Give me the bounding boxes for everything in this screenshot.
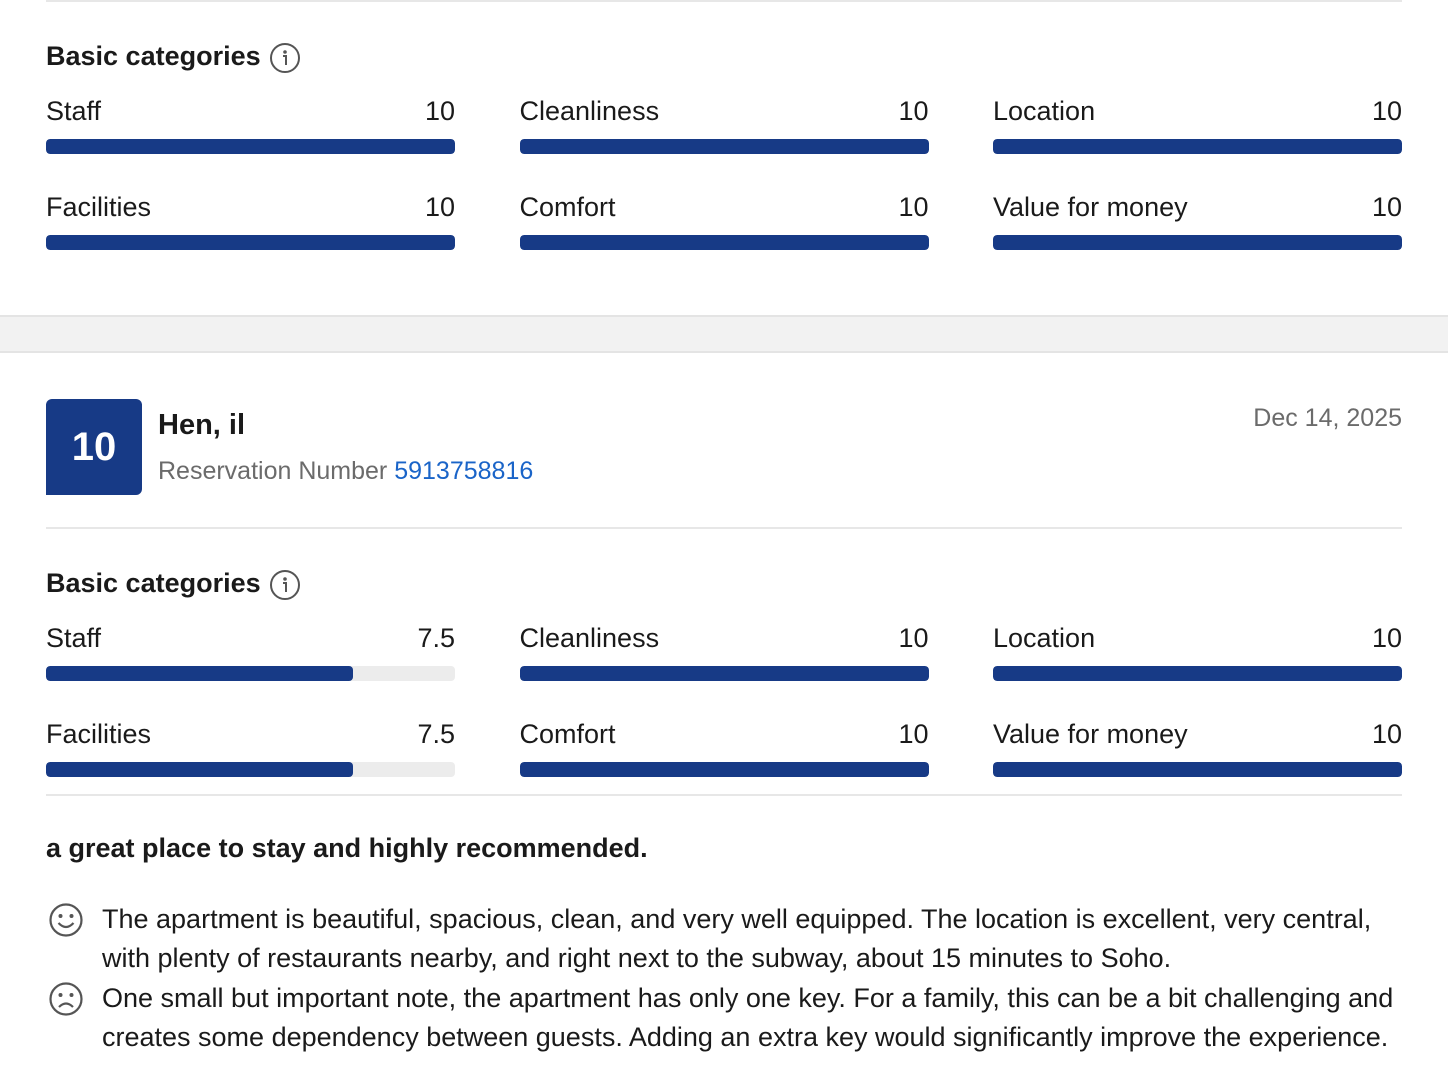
section-title: Basic categories xyxy=(46,39,301,74)
divider xyxy=(46,527,1402,529)
score-bar xyxy=(46,139,455,154)
score-track xyxy=(46,139,455,154)
score-track xyxy=(993,666,1402,681)
category-score: 7.5 xyxy=(417,719,455,749)
negative-icon xyxy=(49,982,83,1016)
score-track xyxy=(46,235,455,250)
category-score: 10 xyxy=(1371,719,1402,749)
divider xyxy=(46,794,1402,796)
category-name: Comfort xyxy=(519,719,616,749)
separator xyxy=(0,315,1448,353)
category-name: Staff xyxy=(46,623,102,653)
score-badge: 10 xyxy=(46,399,142,495)
category-score: 10 xyxy=(898,96,929,126)
score-track xyxy=(993,762,1402,777)
score-bar xyxy=(519,666,929,681)
divider xyxy=(46,0,1402,2)
category-score: 10 xyxy=(1371,96,1402,126)
category-score: 10 xyxy=(1371,623,1402,653)
positive-icon xyxy=(49,903,83,937)
score-track xyxy=(519,139,929,154)
category-name: Facilities xyxy=(46,719,152,749)
score-bar xyxy=(993,666,1402,681)
score-track xyxy=(46,762,455,777)
category-name: Staff xyxy=(46,96,102,126)
category-score: 10 xyxy=(1371,192,1402,222)
section-title-text: Basic categories xyxy=(46,41,261,71)
category-name: Value for money xyxy=(993,719,1188,749)
score-track xyxy=(993,139,1402,154)
score-track xyxy=(46,666,455,681)
score-bar xyxy=(519,762,929,777)
category-score: 10 xyxy=(898,719,929,749)
info-icon[interactable] xyxy=(269,569,301,601)
category-name: Location xyxy=(993,96,1096,126)
section-title-text: Basic categories xyxy=(46,568,261,598)
review-date: Dec 14, 2025 xyxy=(1253,404,1402,432)
category-name: Facilities xyxy=(46,192,152,222)
negative-text: One small but important note, the apartm… xyxy=(102,983,1394,1052)
section-title: Basic categories xyxy=(46,566,301,601)
reservation-label: Reservation Number xyxy=(158,457,388,485)
category-score: 10 xyxy=(424,96,455,126)
category-score: 10 xyxy=(898,623,929,653)
score-bar xyxy=(46,666,353,681)
score-bar xyxy=(519,139,929,154)
score-bar xyxy=(993,235,1402,250)
category-score: 10 xyxy=(898,192,929,222)
score-bar xyxy=(519,235,929,250)
category-score: 7.5 xyxy=(417,623,455,653)
category-name: Value for money xyxy=(993,192,1188,222)
reviewer-name: Hen, il xyxy=(158,409,246,441)
score-track xyxy=(519,235,929,250)
score-bar xyxy=(993,762,1402,777)
score-track xyxy=(993,235,1402,250)
reservation: Reservation Number 5913758816 xyxy=(158,455,533,487)
category-name: Location xyxy=(993,623,1096,653)
info-icon[interactable] xyxy=(269,42,301,74)
score-track xyxy=(519,666,929,681)
reservation-number[interactable]: 5913758816 xyxy=(394,457,534,485)
category-name: Cleanliness xyxy=(519,96,660,126)
score-bar xyxy=(46,235,455,250)
review-title: a great place to stay and highly recomme… xyxy=(46,833,648,863)
score-bar xyxy=(993,139,1402,154)
category-score: 10 xyxy=(424,192,455,222)
positive-text: The apartment is beautiful, spacious, cl… xyxy=(102,904,1372,973)
score-bar xyxy=(46,762,353,777)
category-name: Comfort xyxy=(519,192,616,222)
score-track xyxy=(519,762,929,777)
category-name: Cleanliness xyxy=(519,623,660,653)
